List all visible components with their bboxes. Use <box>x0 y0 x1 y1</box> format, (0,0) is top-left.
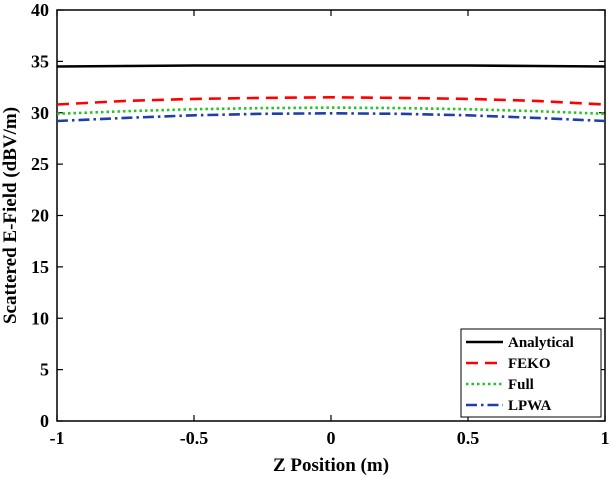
legend-label-feko: FEKO <box>508 356 551 372</box>
y-tick-label: 30 <box>31 103 49 123</box>
x-tick-label: 1 <box>601 428 610 448</box>
y-tick-label: 35 <box>31 51 49 71</box>
series-line-lpwa <box>56 112 606 123</box>
series-lines <box>56 64 606 123</box>
y-tick-label: 15 <box>31 257 49 277</box>
x-tick-label: -0.5 <box>180 428 209 448</box>
y-tick-label: 10 <box>31 308 49 328</box>
y-tick-label: 0 <box>40 411 49 431</box>
series-line-feko <box>56 96 606 106</box>
y-axis-ticks: 0 5 10 15 20 25 30 35 40 <box>31 0 605 431</box>
x-axis-title: Z Position (m) <box>273 455 389 476</box>
legend-label-analytical: Analytical <box>508 335 574 351</box>
series-line-analytical <box>56 64 606 68</box>
y-axis-title: Scattered E-Field (dBV/m) <box>0 107 21 324</box>
x-tick-label: 0 <box>327 428 336 448</box>
x-tick-label: -1 <box>50 428 65 448</box>
y-tick-label: 40 <box>31 0 49 20</box>
legend-box <box>460 328 602 418</box>
y-tick-label: 25 <box>31 154 49 174</box>
legend: Analytical FEKO Full LPWA <box>460 328 602 418</box>
x-axis-ticks: -1 -0.5 0 0.5 1 <box>50 10 610 448</box>
series-line-full <box>56 106 606 116</box>
y-tick-label: 20 <box>31 206 49 226</box>
y-tick-label: 5 <box>40 360 49 380</box>
x-tick-label: 0.5 <box>457 428 480 448</box>
legend-label-lpwa: LPWA <box>508 398 552 414</box>
legend-label-full: Full <box>508 377 534 393</box>
